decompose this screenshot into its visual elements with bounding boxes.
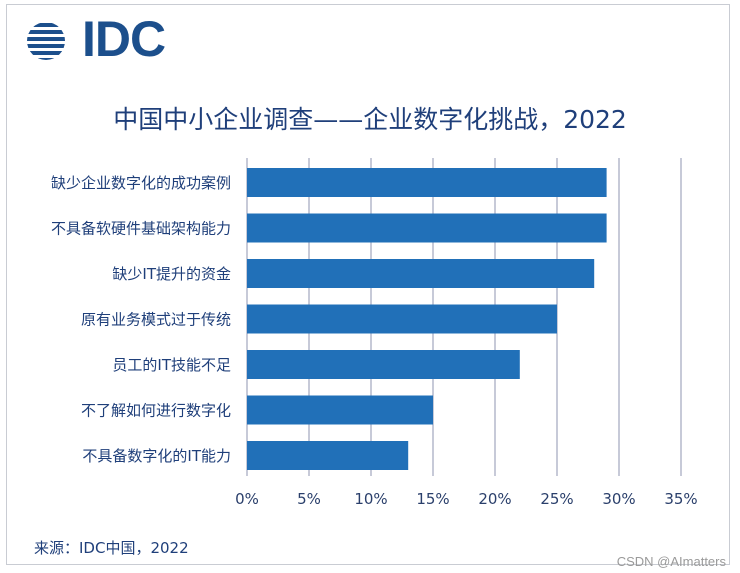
bar <box>247 304 557 334</box>
bar <box>247 168 607 197</box>
category-label: 不了解如何进行数字化 <box>81 402 231 420</box>
x-tick-label: 15% <box>416 490 449 508</box>
bar <box>247 259 595 288</box>
x-tick-label: 25% <box>540 490 573 508</box>
x-tick-label: 35% <box>664 490 697 508</box>
x-tick-label: 30% <box>602 490 635 508</box>
x-tick-label: 0% <box>235 490 259 508</box>
globe-icon <box>27 23 65 60</box>
logo-text: IDC <box>82 11 166 67</box>
source-note: 来源：IDC中国，2022 <box>34 539 189 557</box>
bar <box>247 213 607 243</box>
category-label: 原有业务模式过于传统 <box>81 311 231 329</box>
x-tick-label: 10% <box>354 490 387 508</box>
category-label: 不具备软硬件基础架构能力 <box>51 220 231 238</box>
x-tick-label: 5% <box>297 490 321 508</box>
category-label: 员工的IT技能不足 <box>112 356 231 374</box>
bar <box>247 441 409 470</box>
x-tick-label: 20% <box>478 490 511 508</box>
bar <box>247 350 520 379</box>
chart-title: 中国中小企业调查——企业数字化挑战，2022 <box>113 105 627 134</box>
watermark: CSDN @AImatters <box>616 554 726 569</box>
category-label: 缺少IT提升的资金 <box>112 265 231 283</box>
category-label: 缺少企业数字化的成功案例 <box>51 174 231 192</box>
category-label: 不具备数字化的IT能力 <box>82 447 231 465</box>
idc-logo: IDC <box>24 14 166 64</box>
bar <box>247 395 433 425</box>
